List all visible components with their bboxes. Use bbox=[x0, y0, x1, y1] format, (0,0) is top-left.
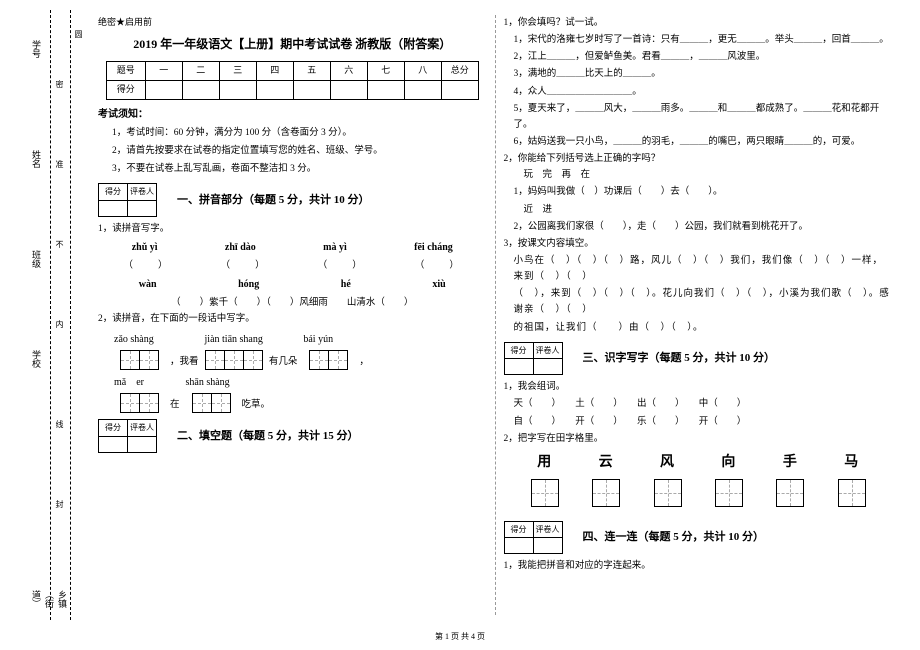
score-box: 得分评卷人 bbox=[504, 342, 563, 376]
score-box: 得分评卷人 bbox=[98, 419, 157, 453]
instruction-item: 3，不要在试卷上乱写乱画，卷面不整洁扣 3 分。 bbox=[112, 161, 487, 177]
q-item: 的祖国，让我们（ ）由（ ）（ ）。 bbox=[514, 320, 893, 336]
q-item: 天（ ） 土（ ） 出（ ） 中（ ） bbox=[514, 396, 893, 412]
score-head: 三 bbox=[219, 61, 256, 80]
fold-line-1 bbox=[50, 10, 51, 620]
q-title: 3，按课文内容填空。 bbox=[504, 236, 893, 252]
fold-line-2 bbox=[70, 10, 71, 620]
q-item: 4，众人＿＿＿＿＿＿＿＿＿。 bbox=[514, 84, 893, 100]
pinyin-label: mǎ er bbox=[114, 374, 164, 391]
score-row-label: 得分 bbox=[106, 80, 145, 99]
q-item: 小鸟在（ ）（ ）（ ）路，风儿（ ）（ ）我们，我们像（ ）（ ）一样，来到（… bbox=[514, 253, 893, 285]
q-item: 1，妈妈叫我做（ ）功课后（ ）去（ ）。 bbox=[514, 184, 893, 200]
score-head: 五 bbox=[293, 61, 330, 80]
pinyin-label: zǎo shàng bbox=[114, 331, 164, 348]
q-item: （ ），来到（ ）（ ）（ ）。花儿向我们（ ）（ ），小溪为我们歌（ ）。感谢… bbox=[514, 286, 893, 318]
score-head: 总分 bbox=[441, 61, 478, 80]
score-head: 八 bbox=[404, 61, 441, 80]
score-box: 得分评卷人 bbox=[504, 521, 563, 555]
tianzige bbox=[205, 350, 262, 370]
side-note: 准 bbox=[54, 160, 65, 168]
tianzige bbox=[192, 393, 230, 413]
section-1-title: 一、拼音部分（每题 5 分，共计 10 分） bbox=[177, 191, 370, 210]
q1-line2: （ ）紫千（ ）（ ）风细雨 山清水（ ） bbox=[98, 295, 487, 311]
q-item: 2，公园离我们家很（ ），走（ ）公园，我们就看到桃花开了。 bbox=[514, 219, 893, 235]
q-item: 5，夏天来了，＿＿＿风大，＿＿＿雨多。＿＿＿和＿＿＿都成熟了。＿＿＿花和花都开了… bbox=[514, 101, 893, 133]
pinyin-label: bái yún bbox=[303, 331, 353, 348]
q-item: 1，宋代的洛雍七岁时写了一首诗：只有＿＿＿，更无＿＿＿。举头＿＿＿，回首＿＿＿。 bbox=[514, 32, 893, 48]
tianzige-row bbox=[514, 479, 883, 507]
side-label-school: 学校 bbox=[30, 350, 43, 368]
side-note: 密 bbox=[54, 80, 65, 88]
q-item: 3，满地的＿＿＿比天上的＿＿＿。 bbox=[514, 66, 893, 82]
q-item: 6，姑妈送我一只小鸟，＿＿＿的羽毛，＿＿＿的嘴巴，两只眼睛＿＿＿的，可爱。 bbox=[514, 134, 893, 150]
text: 有几朵 bbox=[269, 354, 298, 370]
q-title: 1，你会填吗？试一试。 bbox=[504, 15, 893, 31]
side-label-class: 班级 bbox=[30, 250, 43, 268]
char-options: 玩 完 再 在 bbox=[524, 167, 893, 183]
pinyin-row: zhǔ yìzhī dào mà yìfēi cháng bbox=[98, 239, 487, 256]
q-title: 1，我能把拼音和对应的字连起来。 bbox=[504, 558, 893, 574]
side-note-top: 圆 bbox=[73, 30, 84, 38]
pinyin-label: jiàn tiān shang bbox=[205, 331, 263, 348]
score-head: 四 bbox=[256, 61, 293, 80]
score-head: 六 bbox=[330, 61, 367, 80]
character-row: 用 云 风 向 手 马 bbox=[514, 451, 883, 475]
q-title: 2，把字写在田字格里。 bbox=[504, 431, 893, 447]
side-note: 线 bbox=[54, 420, 65, 428]
page-number: 第 1 页 共 4 页 bbox=[0, 631, 920, 642]
pinyin-row: wànhóng héxiù bbox=[98, 276, 487, 293]
section-4-title: 四、连一连（每题 5 分，共计 10 分） bbox=[583, 528, 765, 547]
score-head: 题号 bbox=[106, 61, 145, 80]
q-title: 2，你能给下列括号选上正确的字吗？ bbox=[504, 151, 893, 167]
pinyin-label: shān shàng bbox=[186, 374, 236, 391]
left-column: 绝密★启用前 2019 年一年级语文【上册】期中考试试卷 浙教版（附答案） 题号… bbox=[90, 15, 495, 615]
text: 吃草。 bbox=[242, 397, 271, 413]
score-head: 二 bbox=[182, 61, 219, 80]
tianzige bbox=[309, 350, 347, 370]
q1-title: 1，读拼音写字。 bbox=[98, 221, 487, 237]
q-item: 自（ ） 开（ ） 乐（ ） 开（ ） bbox=[514, 414, 893, 430]
tianzige bbox=[120, 393, 158, 413]
answer-blanks: （ ）（ ） （ ）（ ） bbox=[98, 258, 487, 274]
q-title: 1，我会组词。 bbox=[504, 379, 893, 395]
exam-title: 2019 年一年级语文【上册】期中考试试卷 浙教版（附答案） bbox=[98, 34, 487, 54]
side-note: 不 bbox=[54, 240, 65, 248]
q2-title: 2，读拼音，在下面的一段话中写字。 bbox=[98, 311, 487, 327]
score-head: 一 bbox=[145, 61, 182, 80]
instruction-item: 1，考试时间：60 分钟，满分为 100 分（含卷面分 3 分）。 bbox=[112, 125, 487, 141]
text: ，我看 bbox=[170, 354, 199, 370]
text: 在 bbox=[170, 397, 180, 413]
side-note: 封 bbox=[54, 500, 65, 508]
tianzige bbox=[120, 350, 158, 370]
right-column: 1，你会填吗？试一试。 1，宋代的洛雍七岁时写了一首诗：只有＿＿＿，更无＿＿＿。… bbox=[496, 15, 901, 615]
section-3-title: 三、识字写字（每题 5 分，共计 10 分） bbox=[583, 349, 776, 368]
char-options: 近 进 bbox=[524, 202, 893, 218]
confidential-mark: 绝密★启用前 bbox=[98, 15, 487, 30]
section-2-title: 二、填空题（每题 5 分，共计 15 分） bbox=[177, 427, 359, 446]
score-box: 得分评卷人 bbox=[98, 183, 157, 217]
q-item: 2，江上＿＿＿，但爱鲈鱼美。君看＿＿＿，＿＿＿风波里。 bbox=[514, 49, 893, 65]
instruction-item: 2，请首先按要求在试卷的指定位置填写您的姓名、班级、学号。 bbox=[112, 143, 487, 159]
side-label-name: 姓名 bbox=[30, 150, 43, 168]
instructions-title: 考试须知： bbox=[98, 106, 487, 123]
score-head: 七 bbox=[367, 61, 404, 80]
side-note: 内 bbox=[54, 320, 65, 328]
side-label-id: 学号 bbox=[30, 40, 43, 58]
score-table: 题号 一 二 三 四 五 六 七 八 总分 得分 bbox=[106, 61, 479, 100]
